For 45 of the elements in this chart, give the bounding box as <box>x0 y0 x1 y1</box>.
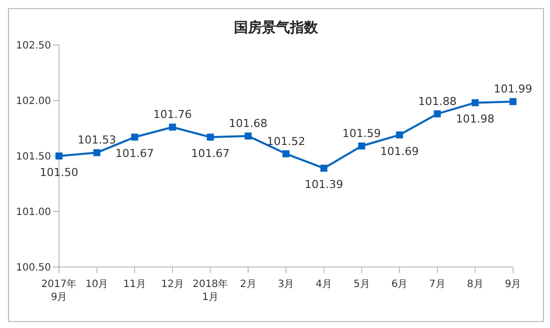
data-label: 101.99 <box>494 82 532 96</box>
x-tick-label: 3月 <box>278 279 294 290</box>
data-label: 101.76 <box>153 108 192 122</box>
point <box>472 99 479 106</box>
point <box>358 142 366 150</box>
point <box>244 132 252 140</box>
point <box>56 152 62 160</box>
x-tick-label: 10月 <box>85 279 108 290</box>
data-label: 101.69 <box>380 144 419 158</box>
point <box>320 164 328 172</box>
data-label: 101.59 <box>342 127 381 140</box>
point <box>396 131 403 138</box>
y-tick-label: 102.00 <box>16 96 51 108</box>
x-tick-label: 11月 <box>123 279 146 290</box>
point <box>282 150 290 158</box>
x-tick-label: 8月 <box>466 279 484 290</box>
y-tick-label: 100.50 <box>16 262 51 274</box>
x-tick-label: 2017年 9月 <box>41 278 77 303</box>
x-tick-label: 2月 <box>240 279 256 290</box>
data-label: 101.67 <box>115 147 154 160</box>
data-label: 101.67 <box>191 147 230 160</box>
x-tick-label: 6月 <box>391 279 408 290</box>
point <box>206 134 214 141</box>
data-label: 101.53 <box>78 134 116 147</box>
x-tick-label: 12月 <box>161 279 184 290</box>
data-label: 101.52 <box>266 134 306 148</box>
data-label: 101.98 <box>456 112 494 126</box>
chart-title: 国房景气指数 <box>233 19 319 37</box>
x-tick-label: 7月 <box>429 279 446 290</box>
point <box>169 124 176 131</box>
y-tick-label: 101.00 <box>16 207 51 218</box>
point <box>131 134 138 141</box>
x-tick-label: 5月 <box>353 279 370 290</box>
x-tick-label: 9月 <box>504 279 522 290</box>
data-label: 101.50 <box>40 166 78 179</box>
x-tick-label: 4月 <box>316 279 332 290</box>
point <box>434 110 441 118</box>
x-tick-label: 2018年 1月 <box>192 278 228 303</box>
data-label: 101.68 <box>228 117 268 130</box>
point <box>510 98 516 106</box>
data-label: 101.39 <box>304 178 344 192</box>
y-tick-label: 102.50 <box>16 40 51 52</box>
point <box>93 149 100 156</box>
y-tick-label: 101.50 <box>16 152 51 163</box>
data-label: 101.88 <box>418 94 457 108</box>
